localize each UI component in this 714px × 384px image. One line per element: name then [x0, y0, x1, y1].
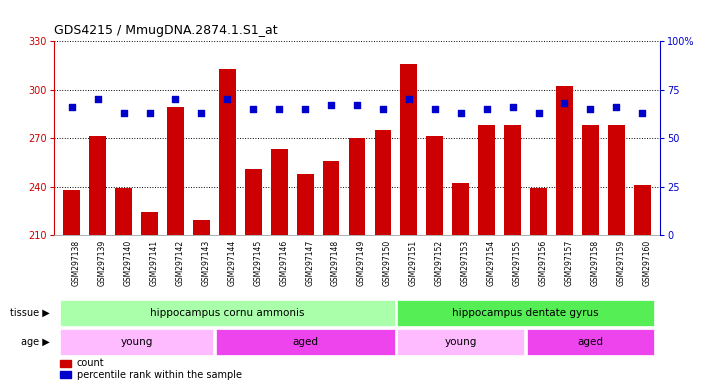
Text: aged: aged	[292, 336, 318, 347]
Bar	[297, 174, 313, 235]
Text: GSM297156: GSM297156	[538, 240, 548, 286]
Point	[351, 102, 363, 108]
Bar	[478, 125, 495, 235]
Point	[221, 96, 233, 102]
Point	[403, 96, 415, 102]
Bar	[193, 220, 210, 235]
Bar	[401, 64, 417, 235]
Text: aged: aged	[578, 336, 603, 347]
Text: GSM297146: GSM297146	[279, 240, 288, 286]
Text: GSM297151: GSM297151	[409, 240, 418, 286]
Point	[248, 106, 259, 112]
Bar	[397, 329, 524, 354]
Point	[299, 106, 311, 112]
Bar	[634, 185, 650, 235]
Point	[507, 104, 518, 110]
Point	[377, 106, 388, 112]
Bar	[582, 125, 599, 235]
Text: GSM297141: GSM297141	[149, 240, 159, 286]
Text: GSM297153: GSM297153	[461, 240, 470, 286]
Bar	[530, 188, 547, 235]
Bar	[115, 188, 132, 235]
Text: GSM297160: GSM297160	[643, 240, 651, 286]
Text: GSM297143: GSM297143	[201, 240, 211, 286]
Bar	[89, 136, 106, 235]
Bar	[348, 138, 366, 235]
Bar	[608, 125, 625, 235]
Text: GSM297144: GSM297144	[227, 240, 236, 286]
Text: GSM297149: GSM297149	[357, 240, 366, 286]
Bar	[556, 86, 573, 235]
Text: GSM297159: GSM297159	[616, 240, 625, 286]
Text: GSM297154: GSM297154	[487, 240, 496, 286]
Point	[429, 106, 441, 112]
Point	[196, 110, 207, 116]
Point	[66, 104, 77, 110]
Text: GSM297150: GSM297150	[383, 240, 392, 286]
Text: count: count	[76, 358, 104, 368]
Point	[637, 110, 648, 116]
Text: GSM297138: GSM297138	[71, 240, 81, 286]
Bar	[141, 212, 158, 235]
Point	[118, 110, 129, 116]
Bar	[60, 300, 395, 326]
Bar	[397, 300, 654, 326]
Point	[326, 102, 337, 108]
Text: young: young	[445, 336, 477, 347]
Text: hippocampus dentate gyrus: hippocampus dentate gyrus	[452, 308, 599, 318]
Text: GSM297158: GSM297158	[590, 240, 600, 286]
Point	[585, 106, 596, 112]
Point	[533, 110, 544, 116]
Text: hippocampus cornu ammonis: hippocampus cornu ammonis	[150, 308, 305, 318]
Bar	[527, 329, 654, 354]
Bar	[245, 169, 262, 235]
Bar	[219, 69, 236, 235]
Bar	[60, 329, 213, 354]
Point	[144, 110, 155, 116]
Bar	[323, 161, 339, 235]
Text: GSM297152: GSM297152	[435, 240, 444, 286]
Bar	[375, 130, 391, 235]
Point	[273, 106, 285, 112]
Bar	[271, 149, 288, 235]
Point	[481, 106, 493, 112]
Text: GSM297139: GSM297139	[98, 240, 106, 286]
Text: GSM297148: GSM297148	[331, 240, 340, 286]
Text: young: young	[121, 336, 153, 347]
Point	[610, 104, 622, 110]
Point	[559, 100, 570, 106]
Text: GSM297145: GSM297145	[253, 240, 262, 286]
Text: percentile rank within the sample: percentile rank within the sample	[76, 369, 241, 379]
Text: GSM297140: GSM297140	[124, 240, 133, 286]
Text: GSM297142: GSM297142	[176, 240, 184, 286]
Point	[92, 96, 104, 102]
Text: age ▶: age ▶	[21, 336, 50, 347]
Text: GSM297147: GSM297147	[305, 240, 314, 286]
Point	[455, 110, 466, 116]
Bar	[216, 329, 395, 354]
Bar	[60, 360, 71, 367]
Text: tissue ▶: tissue ▶	[10, 308, 50, 318]
Bar	[426, 136, 443, 235]
Text: GSM297157: GSM297157	[565, 240, 573, 286]
Bar	[167, 108, 184, 235]
Bar	[504, 125, 521, 235]
Bar	[452, 183, 469, 235]
Text: GDS4215 / MmugDNA.2874.1.S1_at: GDS4215 / MmugDNA.2874.1.S1_at	[54, 24, 277, 37]
Bar	[64, 190, 80, 235]
Point	[170, 96, 181, 102]
Text: GSM297155: GSM297155	[513, 240, 522, 286]
Bar	[60, 371, 71, 378]
